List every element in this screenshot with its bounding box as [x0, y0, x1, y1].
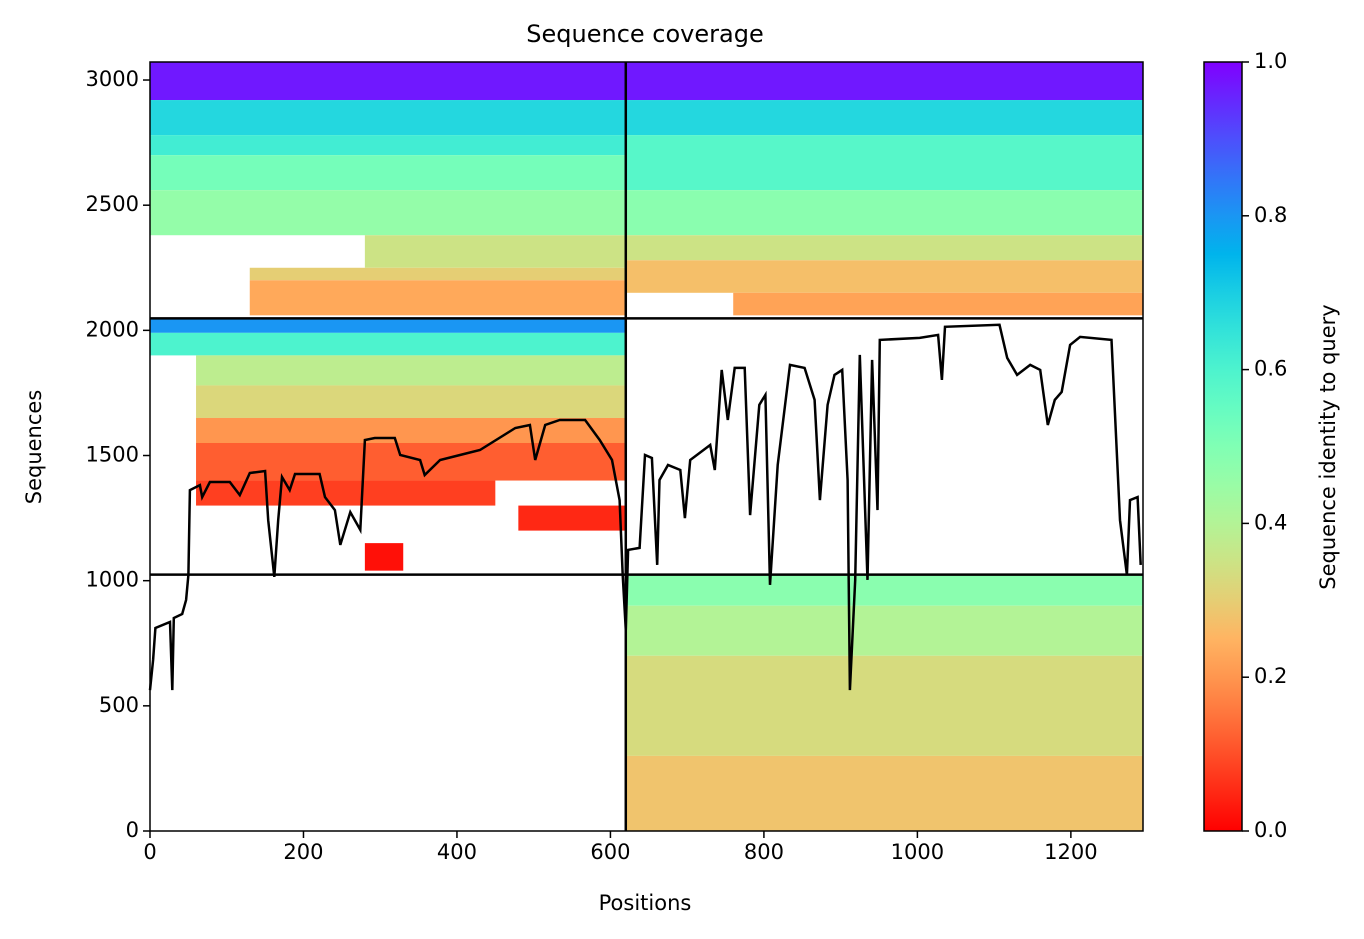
coverage-cell	[196, 480, 496, 506]
coverage-cell	[196, 417, 626, 443]
coverage-cell	[733, 292, 1143, 316]
coverage-cell	[150, 332, 626, 356]
x-tick-label: 1200	[1044, 840, 1097, 864]
coverage-cell	[625, 100, 1143, 136]
x-tick-label: 800	[744, 840, 784, 864]
chart-title: Sequence coverage	[526, 20, 763, 48]
plot-frame	[149, 61, 1144, 832]
coverage-cell	[625, 190, 1143, 236]
coverage-cell	[364, 235, 626, 268]
colorbar-tick-label: 0.8	[1254, 203, 1287, 227]
y-tick-label: 2000	[86, 317, 139, 341]
y-axis-label: Sequences	[22, 390, 46, 505]
colorbar-tick-label: 0.4	[1254, 510, 1287, 534]
coverage-cell	[625, 655, 1143, 756]
coverage-cell	[150, 190, 626, 236]
colorbar-tick-label: 0.6	[1254, 357, 1287, 381]
x-tick-label: 400	[437, 840, 477, 864]
coverage-cell	[625, 62, 1143, 101]
coverage-cell	[364, 543, 404, 571]
coverage-cell	[150, 155, 626, 191]
colorbar	[1203, 61, 1243, 832]
colorbar-label: Sequence identity to query	[1316, 304, 1340, 589]
coverage-cell	[625, 135, 1143, 191]
coverage-cell	[249, 267, 626, 281]
coverage-cell	[150, 318, 626, 333]
coverage-cell	[518, 505, 626, 531]
colorbar-tick-label: 0.0	[1254, 818, 1287, 842]
y-tick-label: 2500	[86, 192, 139, 216]
coverage-cell	[625, 605, 1143, 656]
coverage-cell	[150, 100, 626, 136]
coverage-cell	[196, 385, 626, 418]
coverage-cell	[249, 280, 626, 316]
coverage-cell	[625, 755, 1143, 831]
x-tick-label: 200	[283, 840, 323, 864]
colorbar-tick-label: 1.0	[1254, 49, 1287, 73]
coverage-cell	[150, 135, 626, 156]
y-tick-label: 500	[99, 693, 139, 717]
colorbar-tick-label: 0.2	[1254, 664, 1287, 688]
x-tick-label: 0	[143, 840, 156, 864]
coverage-cell	[196, 355, 626, 386]
coverage-cell	[625, 260, 1143, 293]
y-tick-label: 1500	[86, 443, 139, 467]
x-axis-label: Positions	[599, 891, 692, 915]
x-tick-label: 1000	[891, 840, 944, 864]
coverage-line	[148, 323, 1142, 691]
x-tick-label: 600	[590, 840, 630, 864]
y-tick-label: 3000	[86, 67, 139, 91]
coverage-cell	[625, 574, 1143, 606]
y-tick-label: 0	[126, 818, 139, 842]
coverage-cell	[196, 442, 626, 481]
y-tick-label: 1000	[86, 568, 139, 592]
coverage-cell	[150, 62, 626, 101]
coverage-cell	[625, 235, 1143, 261]
